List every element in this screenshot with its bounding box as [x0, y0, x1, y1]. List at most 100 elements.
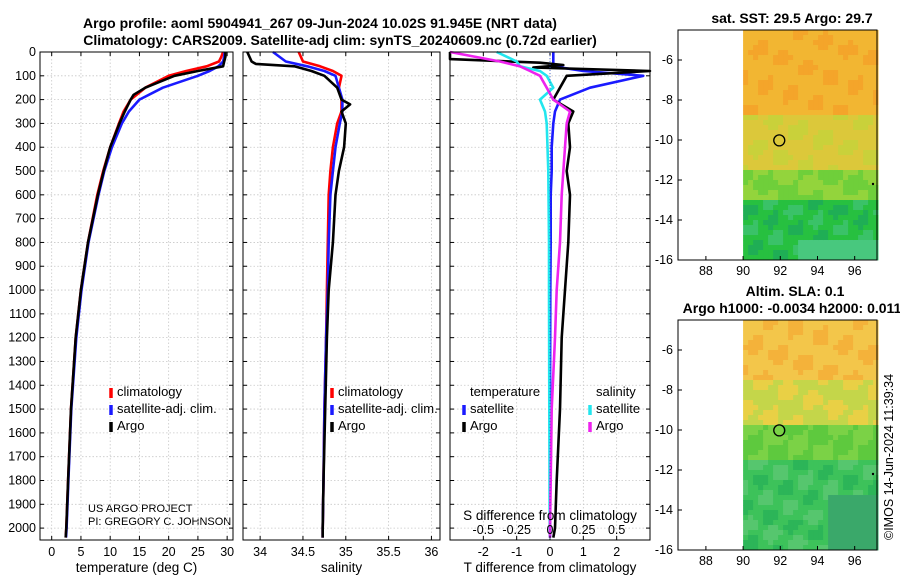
- map-cell: [858, 50, 864, 56]
- map-cell: [818, 255, 824, 261]
- map-cell: [818, 80, 824, 86]
- map-cell: [773, 115, 779, 121]
- map-cell: [793, 155, 799, 161]
- map-cell: [848, 150, 854, 156]
- map-x-tick-label: 92: [773, 554, 787, 568]
- map-cell: [848, 480, 854, 486]
- map-cell: [863, 210, 869, 216]
- map-cell: [778, 340, 784, 346]
- map-cell: [833, 105, 839, 111]
- map-cell: [743, 420, 749, 426]
- map-cell: [778, 330, 784, 336]
- map-cell: [828, 80, 834, 86]
- map-cell: [873, 90, 879, 96]
- map-cell: [743, 225, 749, 231]
- map-cell: [748, 375, 754, 381]
- map-cell: [808, 205, 814, 211]
- map-cell: [833, 380, 839, 386]
- map-cell: [783, 525, 789, 531]
- map-cell: [813, 160, 819, 166]
- map-cell: [753, 535, 759, 541]
- map-cell: [868, 450, 874, 456]
- map-cell: [863, 110, 869, 116]
- map-cell: [868, 155, 874, 161]
- map-cell: [763, 75, 769, 81]
- map-cell: [808, 445, 814, 451]
- map-cell: [848, 250, 854, 256]
- map-cell: [843, 120, 849, 126]
- map-cell: [853, 425, 859, 431]
- map-cell: [828, 55, 834, 61]
- map-cell: [793, 400, 799, 406]
- map-cell: [868, 195, 874, 201]
- map-cell: [798, 80, 804, 86]
- map-cell: [833, 90, 839, 96]
- map-cell: [758, 410, 764, 416]
- map-cell: [743, 540, 749, 546]
- map-cell: [758, 80, 764, 86]
- map-cell: [768, 365, 774, 371]
- map-cell: [778, 195, 784, 201]
- map-cell: [843, 205, 849, 211]
- map-x-tick-label: 94: [811, 264, 825, 278]
- map-cell: [823, 130, 829, 136]
- map-cell: [748, 535, 754, 541]
- map-cell: [773, 490, 779, 496]
- map-cell: [808, 100, 814, 106]
- map-cell: [873, 495, 879, 501]
- map-cell: [768, 180, 774, 186]
- map-cell: [793, 140, 799, 146]
- map-cell: [823, 430, 829, 436]
- map-cell: [743, 350, 749, 356]
- map-cell: [828, 430, 834, 436]
- map-cell: [793, 70, 799, 76]
- map-cell: [763, 450, 769, 456]
- map-cell: [758, 170, 764, 176]
- map-cell: [813, 350, 819, 356]
- map-cell: [873, 530, 879, 536]
- map-cell: [818, 425, 824, 431]
- map-cell: [743, 60, 749, 66]
- map-cell: [783, 230, 789, 236]
- map-cell: [848, 475, 854, 481]
- map-cell: [743, 385, 749, 391]
- map-cell: [863, 100, 869, 106]
- map-cell: [818, 60, 824, 66]
- map-cell: [798, 240, 804, 246]
- map-cell: [773, 30, 779, 36]
- map-cell: [778, 165, 784, 171]
- map-cell: [778, 320, 784, 326]
- map-cell: [868, 400, 874, 406]
- map-cell: [833, 485, 839, 491]
- map-cell: [808, 160, 814, 166]
- map-cell: [823, 165, 829, 171]
- map-cell: [813, 185, 819, 191]
- map-cell: [853, 235, 859, 241]
- map-cell: [873, 515, 879, 521]
- map-cell: [808, 460, 814, 466]
- map-cell: [823, 55, 829, 61]
- map-cell: [848, 545, 854, 551]
- map-cell: [783, 225, 789, 231]
- map-cell: [758, 415, 764, 421]
- map-cell: [798, 340, 804, 346]
- map-cell: [808, 195, 814, 201]
- map-cell: [798, 395, 804, 401]
- map-cell: [773, 520, 779, 526]
- map-cell: [748, 500, 754, 506]
- map-cell: [778, 210, 784, 216]
- map-cell: [813, 45, 819, 51]
- map-cell: [768, 330, 774, 336]
- s-tick-label: 0.5: [608, 523, 625, 537]
- map-cell: [858, 155, 864, 161]
- map-cell: [868, 360, 874, 366]
- map-cell: [868, 35, 874, 41]
- map-cell: [788, 460, 794, 466]
- map-cell: [793, 450, 799, 456]
- map-cell: [788, 445, 794, 451]
- map-cell: [763, 425, 769, 431]
- map-cell: [858, 35, 864, 41]
- map-cell: [768, 100, 774, 106]
- map-cell: [768, 410, 774, 416]
- map-cell: [843, 330, 849, 336]
